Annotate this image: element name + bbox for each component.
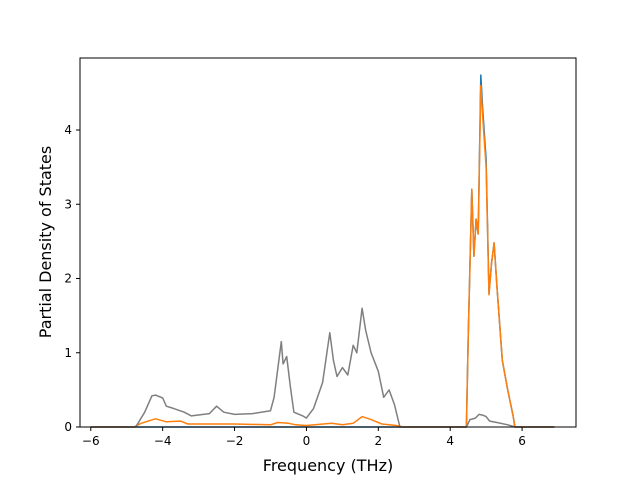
x-tick-label: 6 <box>518 434 526 448</box>
x-tick-label: −6 <box>82 434 100 448</box>
series-line-2 <box>90 84 555 428</box>
y-tick-label: 4 <box>64 123 72 137</box>
x-axis-title: Frequency (THz) <box>263 456 393 475</box>
series-line-1 <box>90 74 555 428</box>
plot-area-frame <box>79 57 577 428</box>
y-tick-label: 0 <box>64 420 72 434</box>
y-axis-ticks: 0 1 2 3 4 <box>64 123 80 434</box>
x-tick-label: −4 <box>154 434 172 448</box>
series-layer <box>90 74 555 428</box>
y-tick-label: 1 <box>64 346 72 360</box>
x-axis-ticks: −6 −4 −2 0 2 4 6 <box>82 427 526 448</box>
x-tick-label: 4 <box>446 434 454 448</box>
series-line-3 <box>90 307 555 428</box>
y-tick-label: 2 <box>64 272 72 286</box>
x-tick-label: 2 <box>374 434 382 448</box>
x-tick-label: −2 <box>226 434 244 448</box>
x-tick-label: 0 <box>303 434 311 448</box>
y-axis-title: Partial Density of States <box>36 146 55 338</box>
y-tick-label: 3 <box>64 197 72 211</box>
